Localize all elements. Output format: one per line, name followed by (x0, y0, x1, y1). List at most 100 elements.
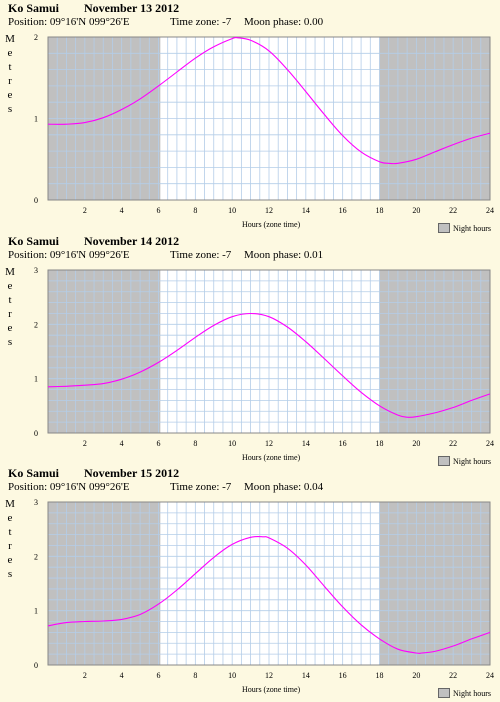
legend-label: Night hours (453, 688, 491, 698)
x-tick-label: 12 (265, 439, 273, 448)
y-tick-label: 0 (34, 429, 38, 438)
x-tick-label: 20 (412, 671, 420, 680)
x-tick-label: 22 (449, 671, 457, 680)
y-axis-label-letter: e (7, 47, 13, 59)
y-axis-label-letter: s (7, 568, 13, 580)
y-tick-label: 3 (34, 266, 38, 275)
y-axis-label-letter: t (8, 61, 12, 73)
x-tick-label: 8 (193, 439, 197, 448)
tide-panel-2: Ko Samui November 14 2012 Position: 09°1… (0, 233, 500, 467)
x-tick-label: 8 (193, 671, 197, 680)
x-axis-label: Hours (zone time) (242, 685, 301, 694)
x-tick-label: 14 (302, 206, 310, 215)
night-hours-swatch (438, 223, 450, 234)
x-tick-label: 10 (228, 206, 236, 215)
x-tick-label: 14 (302, 671, 310, 680)
night-shading (48, 270, 161, 433)
x-tick-label: 12 (265, 671, 273, 680)
tide-line (47, 312, 491, 418)
y-axis-label-letter: r (8, 75, 12, 87)
panel-info: Position: 09°16'N 099°26'E Time zone: -7… (8, 481, 323, 495)
x-tick-label: 8 (193, 206, 197, 215)
x-tick-label: 18 (376, 671, 384, 680)
x-tick-label: 4 (120, 206, 124, 215)
position-label: Position: 09°16'N 099°26'E (8, 249, 130, 261)
plot-border (47, 501, 491, 666)
x-tick-label: 2 (83, 206, 87, 215)
tide-panel-1: Ko Samui November 13 2012 Position: 09°1… (0, 0, 500, 234)
y-tick-label: 2 (34, 320, 38, 329)
moon-phase-label: Moon phase: 0.01 (244, 249, 324, 261)
y-tick-label: 2 (34, 33, 38, 42)
y-tick-label: 1 (34, 375, 38, 384)
legend: Night hours (438, 452, 491, 467)
x-tick-label: 6 (157, 206, 161, 215)
legend-label: Night hours (453, 223, 491, 233)
panel-info: Position: 09°16'N 099°26'E Time zone: -7… (8, 249, 323, 263)
y-axis-label-letter: t (8, 526, 12, 538)
timezone-label: Time zone: -7 (170, 481, 232, 493)
plot-border (47, 36, 491, 201)
panel-title: Ko Samui November 14 2012 (8, 234, 179, 248)
x-tick-label: 20 (412, 439, 420, 448)
position-label: Position: 09°16'N 099°26'E (8, 481, 130, 493)
x-tick-label: 24 (486, 439, 494, 448)
night-hours-swatch (438, 688, 450, 699)
timezone-label: Time zone: -7 (170, 16, 232, 28)
x-tick-label: 16 (339, 671, 347, 680)
tide-line (47, 36, 491, 165)
legend: Night hours (438, 219, 491, 234)
y-axis-label-letter: s (7, 336, 13, 348)
x-tick-label: 16 (339, 439, 347, 448)
y-axis-label-letter: M (5, 266, 15, 278)
y-axis-label-letter: s (7, 103, 13, 115)
x-tick-label: 10 (228, 671, 236, 680)
night-hours-swatch (438, 456, 450, 467)
x-tick-label: 12 (265, 206, 273, 215)
y-tick-label: 1 (34, 115, 38, 124)
panel-info: Position: 09°16'N 099°26'E Time zone: -7… (8, 16, 323, 30)
y-axis-label-letter: e (7, 512, 13, 524)
y-axis-label-letter: e (7, 322, 13, 334)
date-label: November 13 2012 (84, 1, 180, 15)
x-tick-label: 14 (302, 439, 310, 448)
y-tick-label: 2 (34, 552, 38, 561)
y-axis-label-letter: e (7, 280, 13, 292)
tide-line (47, 535, 491, 654)
y-axis-label-letter: r (8, 540, 12, 552)
x-tick-label: 2 (83, 439, 87, 448)
date-label: November 15 2012 (84, 466, 180, 480)
x-tick-label: 4 (120, 671, 124, 680)
y-tick-label: 0 (34, 661, 38, 670)
location-name: Ko Samui (8, 234, 60, 248)
x-tick-label: 16 (339, 206, 347, 215)
y-axis-label-letter: e (7, 554, 13, 566)
moon-phase-label: Moon phase: 0.00 (244, 16, 324, 28)
location-name: Ko Samui (8, 1, 60, 15)
date-label: November 14 2012 (84, 234, 180, 248)
x-axis-label: Hours (zone time) (242, 453, 301, 462)
x-axis-label: Hours (zone time) (242, 220, 301, 229)
x-tick-label: 24 (486, 206, 494, 215)
x-tick-label: 20 (412, 206, 420, 215)
tide-panel-3: Ko Samui November 15 2012 Position: 09°1… (0, 465, 500, 699)
legend: Night hours (438, 684, 491, 699)
y-tick-label: 1 (34, 607, 38, 616)
y-tick-label: 0 (34, 196, 38, 205)
x-tick-label: 18 (376, 206, 384, 215)
panel-title: Ko Samui November 13 2012 (8, 1, 179, 15)
x-tick-label: 6 (157, 439, 161, 448)
y-axis-label-letter: t (8, 294, 12, 306)
panel-title: Ko Samui November 15 2012 (8, 466, 179, 480)
x-tick-label: 10 (228, 439, 236, 448)
x-tick-label: 24 (486, 671, 494, 680)
y-tick-label: 3 (34, 498, 38, 507)
timezone-label: Time zone: -7 (170, 249, 232, 261)
x-tick-label: 4 (120, 439, 124, 448)
